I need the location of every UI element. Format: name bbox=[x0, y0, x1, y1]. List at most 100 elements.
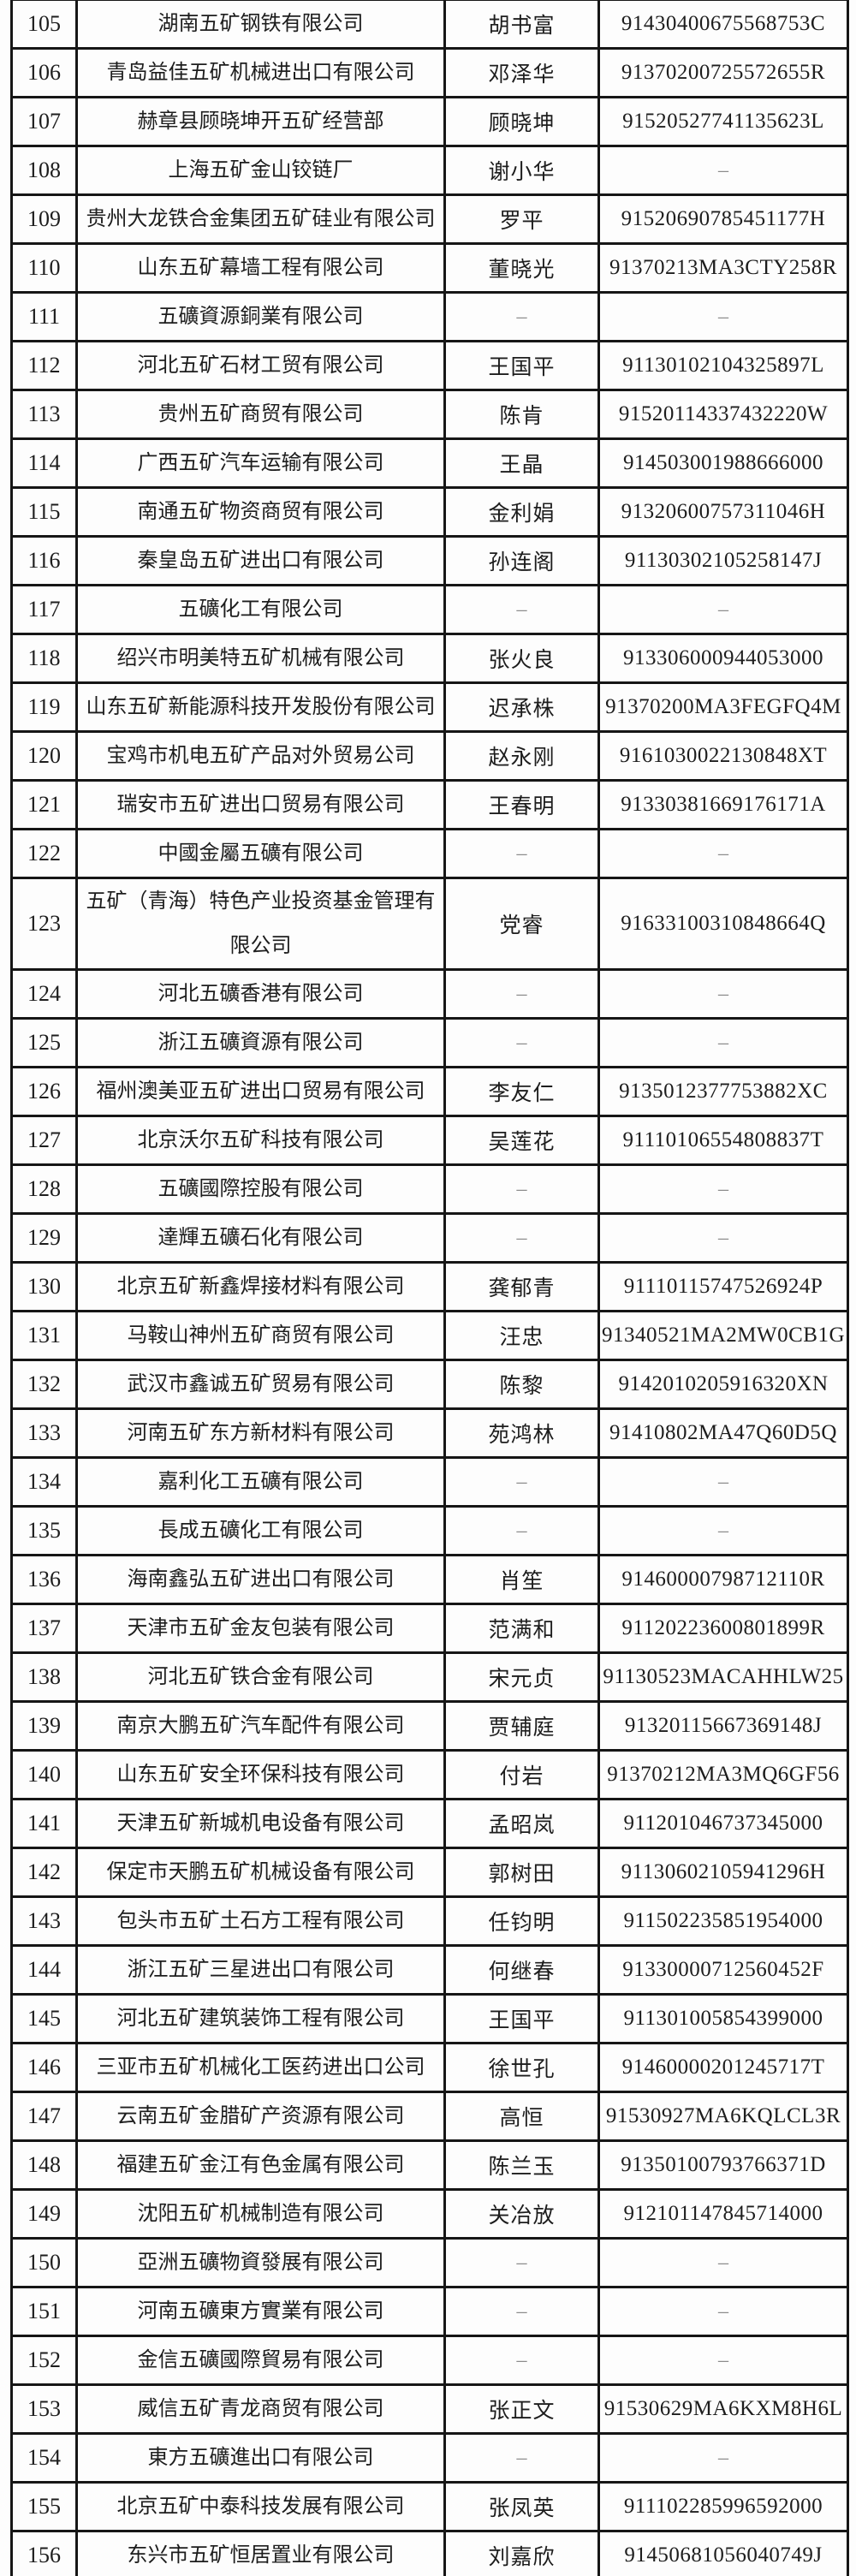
credit-code-cell: 9135012377753882XC bbox=[597, 1066, 849, 1117]
table-row: 142 保定市天鹏五矿机械设备有限公司 郭树田 9113060210594129… bbox=[10, 1847, 849, 1898]
row-number-cell: 151 bbox=[10, 2286, 78, 2337]
company-name-cell: 威信五矿青龙商贸有限公司 bbox=[75, 2383, 446, 2435]
legal-rep-cell: 党睿 bbox=[443, 877, 600, 971]
empty-value-dash: – bbox=[718, 598, 728, 621]
table-row: 122 中國金屬五礦有限公司 – – bbox=[10, 828, 849, 879]
legal-rep-cell: 肖笙 bbox=[443, 1554, 600, 1605]
company-name-cell: 五礦資源銅業有限公司 bbox=[75, 291, 446, 342]
table-row: 131 马鞍山神州五矿商贸有限公司 汪忠 91340521MA2MW0CB1G bbox=[10, 1310, 849, 1361]
company-name-cell: 贵州五矿商贸有限公司 bbox=[75, 389, 446, 440]
company-name-cell: 东兴市五矿恒居置业有限公司 bbox=[75, 2530, 446, 2576]
legal-rep-cell: – bbox=[443, 291, 600, 342]
credit-code-cell: – bbox=[597, 1163, 849, 1215]
row-number-cell: 120 bbox=[10, 730, 78, 782]
credit-code-cell: – bbox=[597, 968, 849, 1020]
company-name-cell: 河南五矿东方新材料有限公司 bbox=[75, 1407, 446, 1459]
credit-code-cell: 911502235851954000 bbox=[597, 1895, 849, 1947]
row-number-cell: 118 bbox=[10, 633, 78, 684]
company-name-cell: 浙江五矿三星进出口有限公司 bbox=[75, 1944, 446, 1996]
row-number-cell: 108 bbox=[10, 145, 78, 196]
empty-value-dash: – bbox=[718, 159, 728, 181]
company-name-cell: 青岛益佳五矿机械进出口有限公司 bbox=[75, 47, 446, 98]
table-row: 132 武汉市鑫诚五矿贸易有限公司 陈黎 9142010205916320XN bbox=[10, 1359, 849, 1410]
table-row: 149 沈阳五矿机械制造有限公司 关冶放 912101147845714000 bbox=[10, 2188, 849, 2240]
row-number-cell: 135 bbox=[10, 1505, 78, 1556]
credit-code-cell: – bbox=[597, 145, 849, 196]
table-row: 139 南京大鹏五矿汽车配件有限公司 贾辅庭 91320115667369148… bbox=[10, 1700, 849, 1752]
credit-code-cell: – bbox=[597, 1456, 849, 1508]
credit-code-cell: 91130102104325897L bbox=[597, 340, 849, 391]
legal-rep-cell: 邓泽华 bbox=[443, 47, 600, 98]
legal-rep-cell: – bbox=[443, 968, 600, 1020]
credit-code-cell: 913306000944053000 bbox=[597, 633, 849, 684]
company-name-cell: 五矿（青海）特色产业投资基金管理有限公司 bbox=[75, 877, 446, 971]
credit-code-cell: 91130523MACAHHLW25 bbox=[597, 1651, 849, 1703]
empty-value-dash: – bbox=[718, 983, 728, 1005]
table-row: 111 五礦資源銅業有限公司 – – bbox=[10, 291, 849, 342]
credit-code-cell: 91430400675568753C bbox=[597, 0, 849, 50]
company-name-cell: 河北五矿建筑装饰工程有限公司 bbox=[75, 1993, 446, 2044]
credit-code-cell: 9142010205916320XN bbox=[597, 1359, 849, 1410]
legal-rep-cell: 王国平 bbox=[443, 340, 600, 391]
company-name-cell: 五礦國際控股有限公司 bbox=[75, 1163, 446, 1215]
row-number-cell: 156 bbox=[10, 2530, 78, 2576]
legal-rep-cell: 任钧明 bbox=[443, 1895, 600, 1947]
row-number-cell: 153 bbox=[10, 2383, 78, 2435]
legal-rep-cell: 陈肯 bbox=[443, 389, 600, 440]
credit-code-cell: – bbox=[597, 2237, 849, 2288]
credit-code-cell: 91340521MA2MW0CB1G bbox=[597, 1310, 849, 1361]
row-number-cell: 148 bbox=[10, 2139, 78, 2191]
row-number-cell: 140 bbox=[10, 1749, 78, 1800]
legal-rep-cell: – bbox=[443, 1017, 600, 1068]
table-row: 156 东兴市五矿恒居置业有限公司 刘嘉欣 91450681056040749J bbox=[10, 2530, 849, 2576]
empty-value-dash: – bbox=[718, 1227, 728, 1249]
company-name-cell: 北京沃尔五矿科技有限公司 bbox=[75, 1115, 446, 1166]
company-name-cell: 山东五矿新能源科技开发股份有限公司 bbox=[75, 681, 446, 733]
company-name-cell: 保定市天鹏五矿机械设备有限公司 bbox=[75, 1847, 446, 1898]
row-number-cell: 110 bbox=[10, 242, 78, 294]
empty-value-dash: – bbox=[516, 2349, 527, 2371]
credit-code-cell: 91330381669176171A bbox=[597, 779, 849, 830]
legal-rep-cell: 何继春 bbox=[443, 1944, 600, 1996]
legal-rep-cell: – bbox=[443, 584, 600, 635]
credit-code-cell: 914503001988666000 bbox=[597, 437, 849, 489]
row-number-cell: 122 bbox=[10, 828, 78, 879]
table-row: 136 海南鑫弘五矿进出口有限公司 肖笙 91460000798712110R bbox=[10, 1554, 849, 1605]
legal-rep-cell: 吴莲花 bbox=[443, 1115, 600, 1166]
table-body: 105 湖南五矿钢铁有限公司 胡书富 91430400675568753C 10… bbox=[10, 0, 849, 2576]
legal-rep-cell: 王晶 bbox=[443, 437, 600, 489]
company-name-cell: 广西五矿汽车运输有限公司 bbox=[75, 437, 446, 489]
row-number-cell: 145 bbox=[10, 1993, 78, 2044]
company-name-cell: 马鞍山神州五矿商贸有限公司 bbox=[75, 1310, 446, 1361]
credit-code-cell: 91130302105258147J bbox=[597, 535, 849, 586]
empty-value-dash: – bbox=[516, 2300, 527, 2323]
legal-rep-cell: 贾辅庭 bbox=[443, 1700, 600, 1752]
row-number-cell: 149 bbox=[10, 2188, 78, 2240]
credit-code-cell: 91520690785451177H bbox=[597, 193, 849, 245]
credit-code-cell: 91350100793766371D bbox=[597, 2139, 849, 2191]
credit-code-cell: 911301005854399000 bbox=[597, 1993, 849, 2044]
legal-rep-cell: 郭树田 bbox=[443, 1847, 600, 1898]
company-name-cell: 河北五礦香港有限公司 bbox=[75, 968, 446, 1020]
legal-rep-cell: 王春明 bbox=[443, 779, 600, 830]
credit-code-cell: – bbox=[597, 1017, 849, 1068]
legal-rep-cell: 付岩 bbox=[443, 1749, 600, 1800]
company-name-cell: 云南五矿金腊矿产资源有限公司 bbox=[75, 2091, 446, 2142]
company-name-cell: 河北五矿铁合金有限公司 bbox=[75, 1651, 446, 1703]
company-name-cell: 瑞安市五矿进出口贸易有限公司 bbox=[75, 779, 446, 830]
credit-code-cell: 91110115747526924P bbox=[597, 1261, 849, 1312]
table-row: 121 瑞安市五矿进出口贸易有限公司 王春明 91330381669176171… bbox=[10, 779, 849, 830]
row-number-cell: 126 bbox=[10, 1066, 78, 1117]
table-row: 106 青岛益佳五矿机械进出口有限公司 邓泽华 9137020072557265… bbox=[10, 47, 849, 98]
row-number-cell: 150 bbox=[10, 2237, 78, 2288]
empty-value-dash: – bbox=[718, 2252, 728, 2274]
empty-value-dash: – bbox=[516, 306, 527, 328]
legal-rep-cell: 董晓光 bbox=[443, 242, 600, 294]
table-row: 138 河北五矿铁合金有限公司 宋元贞 91130523MACAHHLW25 bbox=[10, 1651, 849, 1703]
row-number-cell: 127 bbox=[10, 1115, 78, 1166]
company-name-cell: 沈阳五矿机械制造有限公司 bbox=[75, 2188, 446, 2240]
company-name-cell: 包头市五矿土石方工程有限公司 bbox=[75, 1895, 446, 1947]
table-row: 113 贵州五矿商贸有限公司 陈肯 91520114337432220W bbox=[10, 389, 849, 440]
empty-value-dash: – bbox=[718, 1032, 728, 1054]
company-name-cell: 金信五礦國際貿易有限公司 bbox=[75, 2335, 446, 2386]
